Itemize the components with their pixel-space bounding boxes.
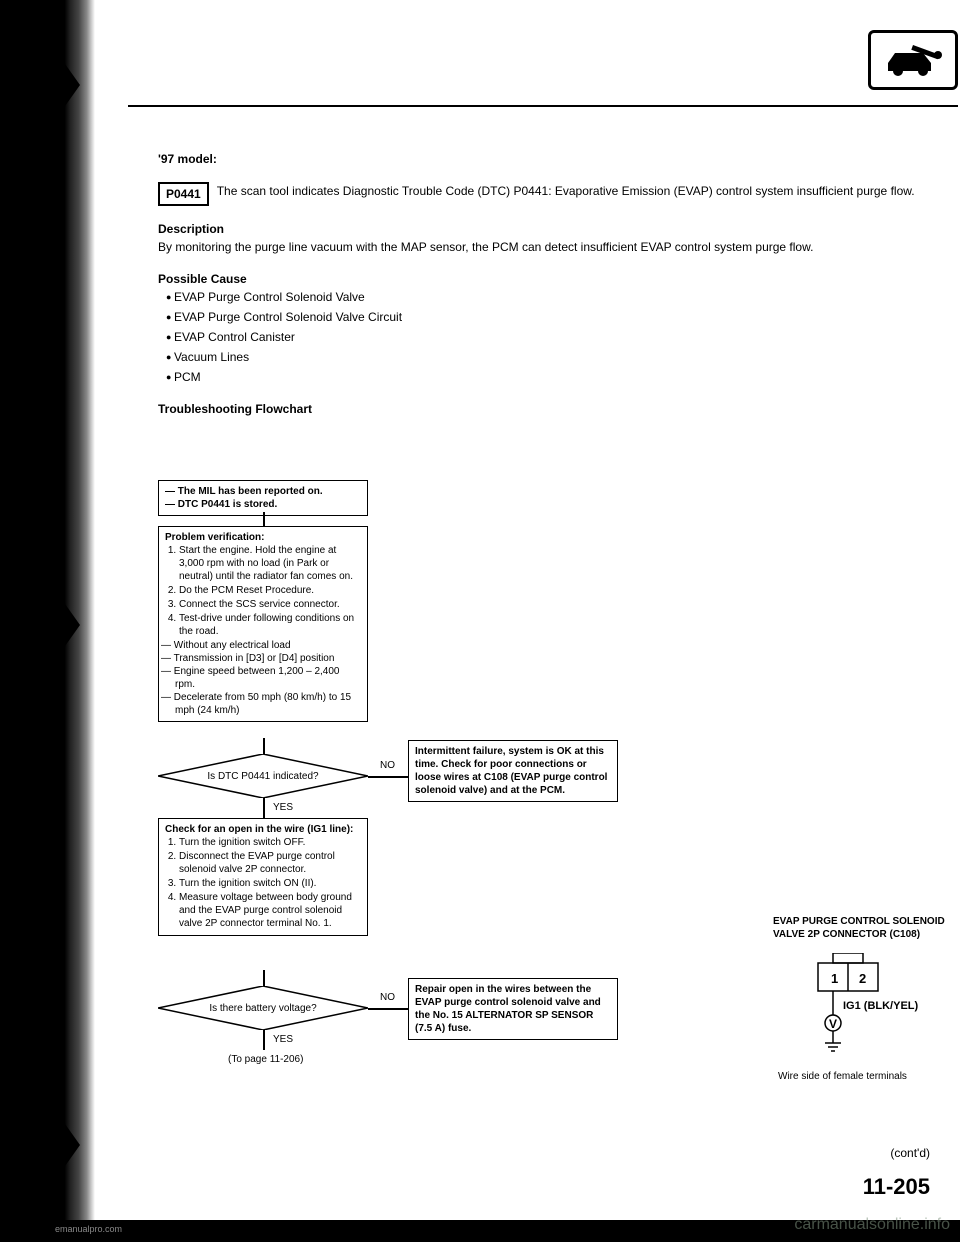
list-item: EVAP Purge Control Solenoid Valve — [166, 288, 958, 306]
fc-text: Test-drive under following conditions on… — [179, 612, 361, 638]
header-rule — [128, 105, 958, 107]
fc-label-yes: YES — [273, 802, 293, 813]
connector-caption: Wire side of female terminals — [778, 1070, 918, 1084]
fc-text: Problem verification: — [165, 531, 361, 544]
fc-label-no: NO — [380, 760, 395, 771]
dtc-code-box: P0441 — [158, 182, 209, 206]
watermark-right: carmanualsonline.info — [794, 1216, 950, 1234]
fc-text: Turn the ignition switch OFF. — [179, 836, 361, 849]
fc-label-no: NO — [380, 992, 395, 1003]
fc-text: Do the PCM Reset Procedure. — [179, 584, 361, 597]
cause-list: EVAP Purge Control Solenoid Valve EVAP P… — [158, 288, 958, 386]
flowchart: — The MIL has been reported on. — DTC P0… — [158, 480, 958, 1200]
fc-box-repair: Repair open in the wires between the EVA… — [408, 978, 618, 1040]
fc-text: Engine speed between 1,200 – 2,400 rpm. — [165, 665, 361, 691]
fc-decision-2: Is there battery voltage? — [158, 986, 368, 1030]
fc-text: Is DTC P0441 indicated? — [207, 771, 318, 782]
page-number: 11-205 — [863, 1174, 930, 1200]
watermark-left: emanualpro.com — [55, 1224, 122, 1234]
list-item: EVAP Control Canister — [166, 328, 958, 346]
fc-line — [368, 776, 408, 778]
description-text: By monitoring the purge line vacuum with… — [158, 238, 958, 256]
fc-line — [368, 1008, 408, 1010]
fc-text: Transmission in [D3] or [D4] position — [165, 652, 361, 665]
fc-label-yes: YES — [273, 1034, 293, 1045]
list-item: EVAP Purge Control Solenoid Valve Circui… — [166, 308, 958, 326]
connector-diagram: 1 2 IG1 (BLK/YEL) V — [803, 953, 923, 1073]
connector-title: EVAP PURGE CONTROL SOLENOID VALVE 2P CON… — [773, 915, 958, 1077]
dtc-description: The scan tool indicates Diagnostic Troub… — [217, 182, 958, 200]
svg-text:V: V — [829, 1017, 837, 1031]
connector-title-text: EVAP PURGE CONTROL SOLENOID VALVE 2P CON… — [773, 916, 945, 940]
fc-text: Disconnect the EVAP purge control soleno… — [179, 850, 361, 876]
fc-box-check-open: Check for an open in the wire (IG1 line)… — [158, 818, 368, 936]
fc-line — [263, 970, 265, 986]
fc-text: Turn the ignition switch ON (II). — [179, 877, 361, 890]
fc-text: Connect the SCS service connector. — [179, 598, 361, 611]
fc-line — [263, 512, 265, 526]
flowchart-heading: Troubleshooting Flowchart — [158, 400, 958, 418]
section-icon-box — [868, 30, 958, 90]
model-header: '97 model: — [158, 150, 958, 168]
svg-text:1: 1 — [831, 971, 838, 986]
svg-text:IG1 (BLK/YEL): IG1 (BLK/YEL) — [843, 1000, 919, 1012]
fc-text: Measure voltage between body ground and … — [179, 891, 361, 930]
description-heading: Description — [158, 220, 958, 238]
fc-line — [263, 1030, 265, 1050]
fc-text: Repair open in the wires between the EVA… — [415, 984, 601, 1034]
fc-line — [263, 738, 265, 754]
fc-text: Is there battery voltage? — [209, 1003, 316, 1014]
fc-to-page: (To page 11-206) — [228, 1054, 303, 1065]
fc-text: Decelerate from 50 mph (80 km/h) to 15 m… — [165, 691, 361, 717]
fc-text: — DTC P0441 is stored. — [165, 498, 361, 511]
fc-box-intermittent: Intermittent failure, system is OK at th… — [408, 740, 618, 802]
fc-box-verification: Problem verification: Start the engine. … — [158, 526, 368, 722]
contd-label: (cont'd) — [890, 1146, 930, 1160]
list-item: PCM — [166, 368, 958, 386]
list-item: Vacuum Lines — [166, 348, 958, 366]
fc-decision-1: Is DTC P0441 indicated? — [158, 754, 368, 798]
fc-text: Check for an open in the wire (IG1 line)… — [165, 823, 361, 836]
svg-text:2: 2 — [859, 971, 866, 986]
fc-text: Start the engine. Hold the engine at 3,0… — [179, 544, 361, 583]
fc-box-start: — The MIL has been reported on. — DTC P0… — [158, 480, 368, 516]
fc-text: — The MIL has been reported on. — [165, 485, 361, 498]
fc-text: Without any electrical load — [165, 639, 361, 652]
fc-text: Intermittent failure, system is OK at th… — [415, 746, 607, 796]
fc-line — [263, 798, 265, 818]
cause-heading: Possible Cause — [158, 270, 958, 288]
car-wrench-icon — [883, 43, 943, 78]
